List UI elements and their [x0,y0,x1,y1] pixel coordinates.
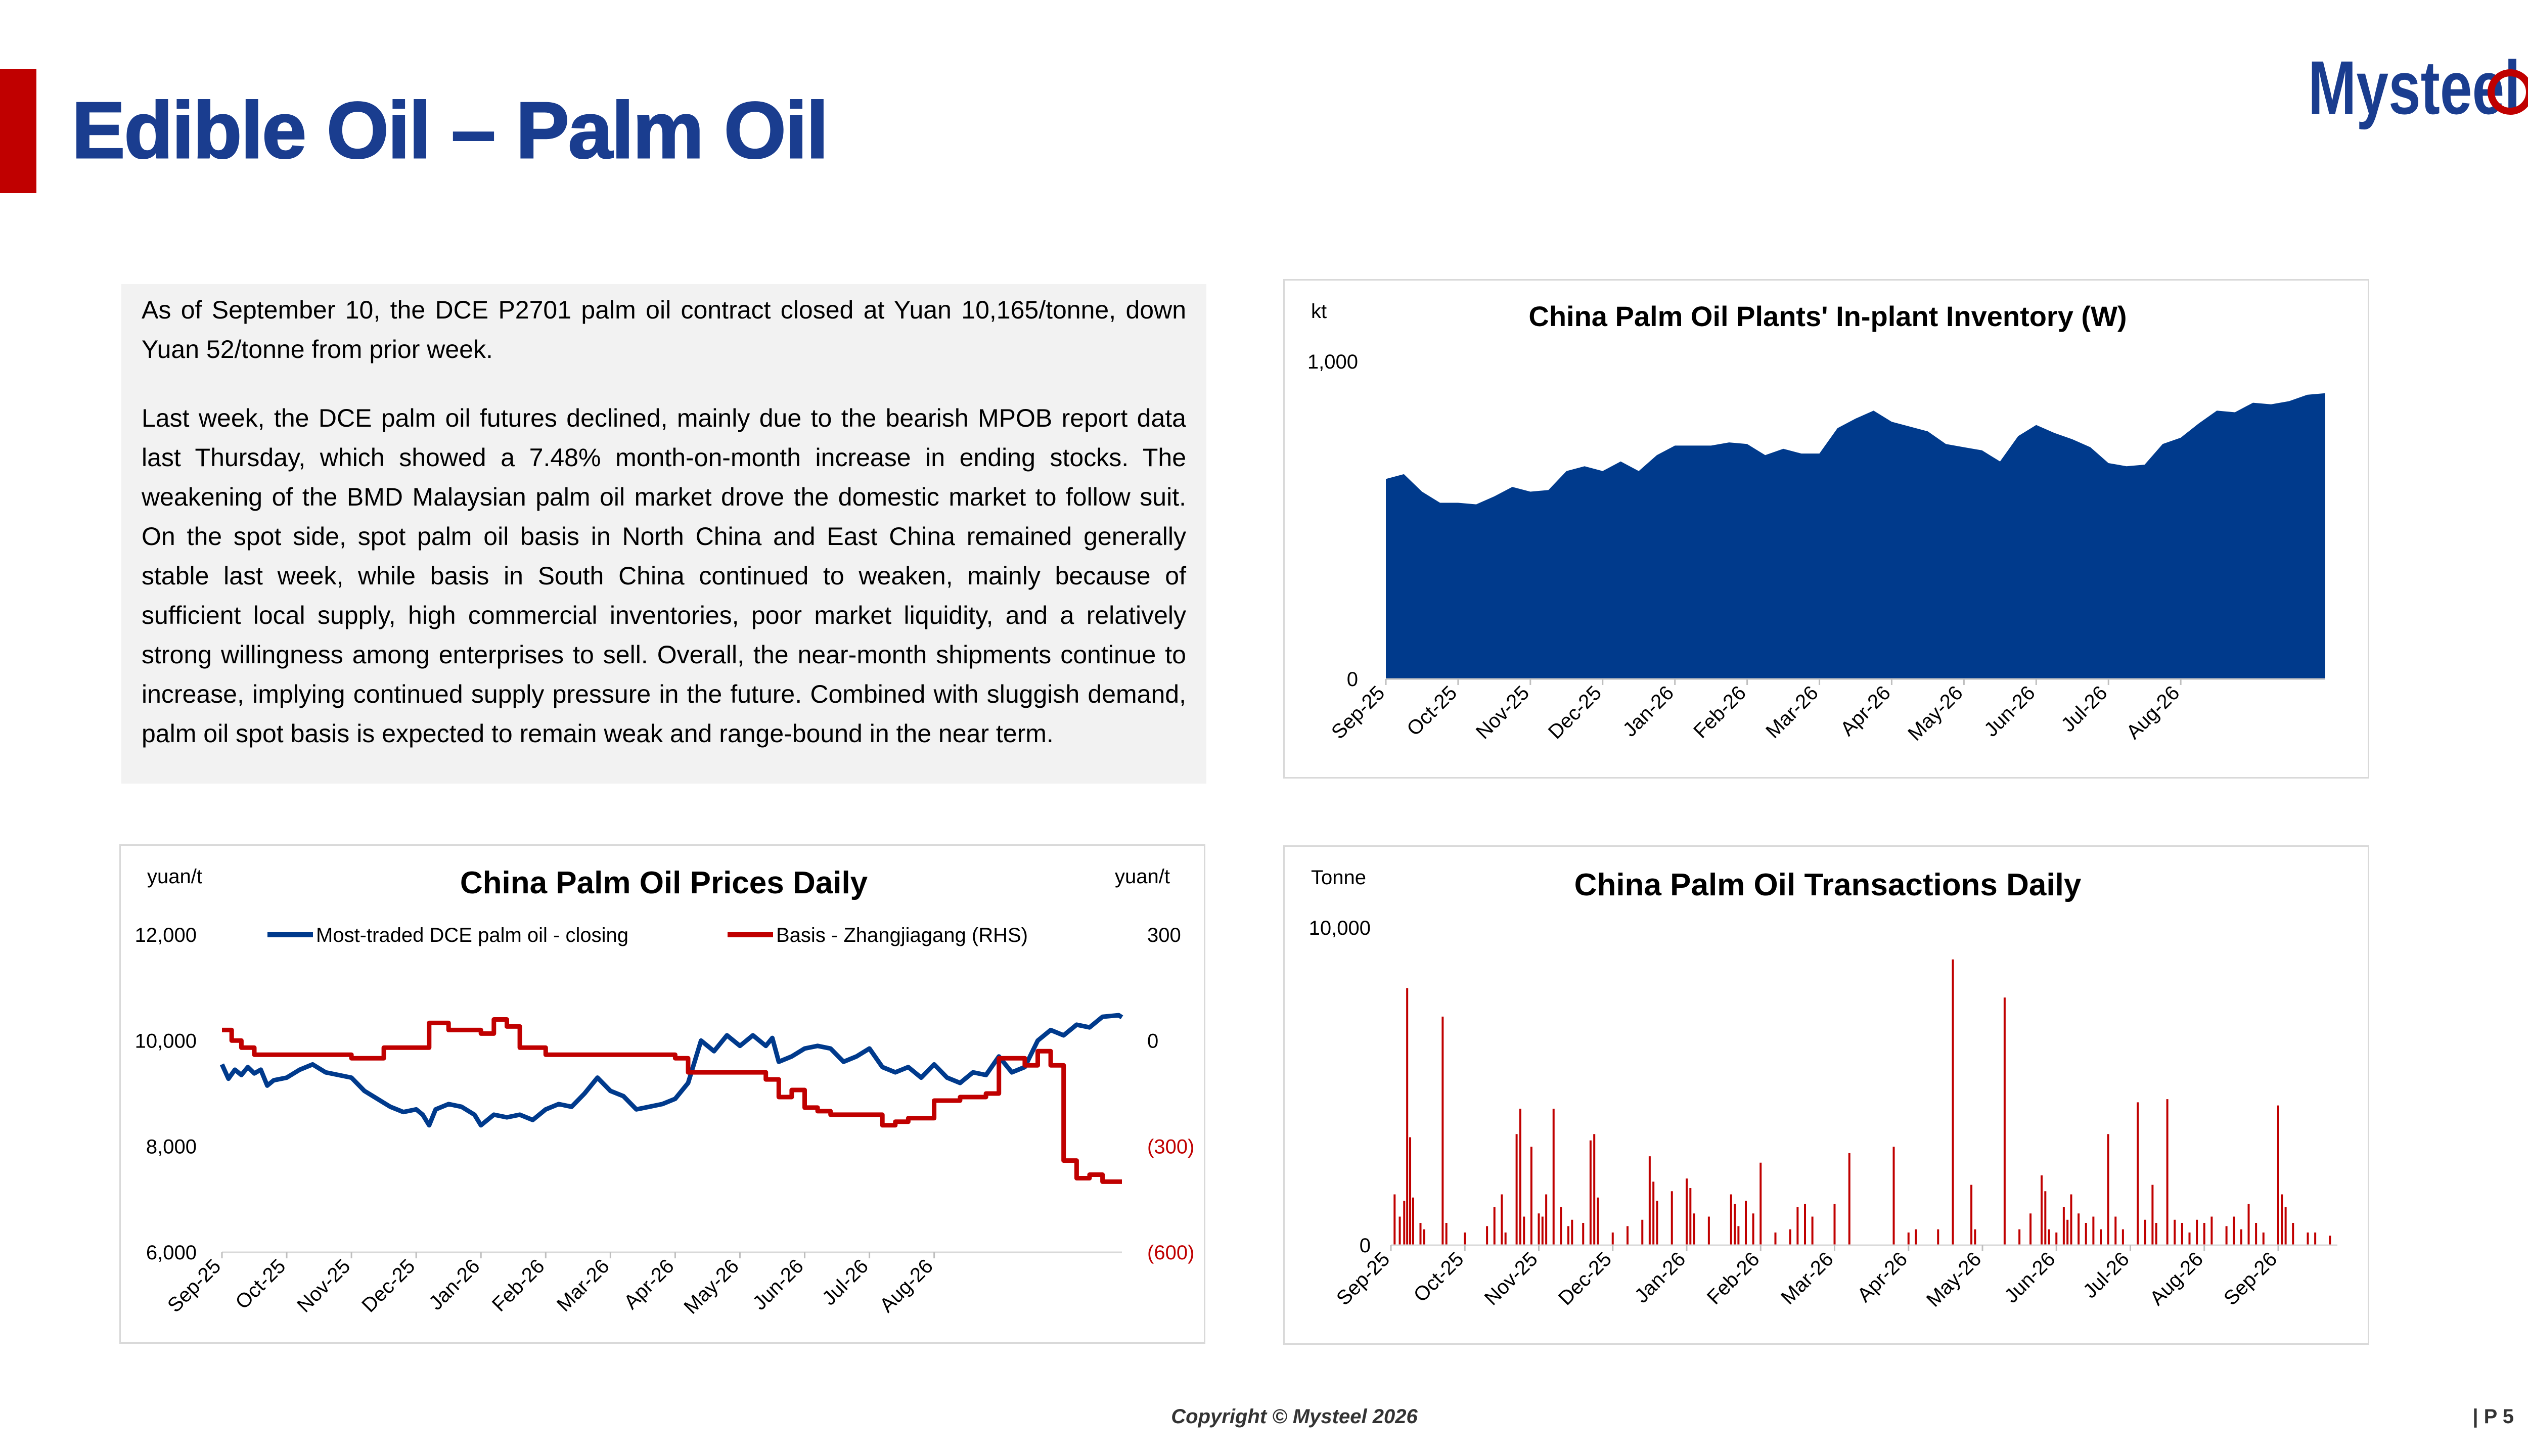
x-tick-label: Apr-26 [620,1255,679,1313]
x-tick-label: Mar-26 [553,1255,614,1316]
y-tick-label: 0 [1360,1235,1371,1257]
x-tick-label: Apr-26 [1853,1248,1912,1306]
y-tick-label-left: 8,000 [146,1136,197,1158]
x-tick-label: Dec-25 [357,1255,419,1316]
x-tick-label: Mar-26 [1762,681,1823,743]
chart-title: China Palm Oil Transactions Daily [1574,868,2082,902]
legend-label: Basis - Zhangjiagang (RHS) [776,924,1028,946]
page-title: Edible Oil – Palm Oil [71,85,830,176]
logo-text: Mysteel [2308,45,2520,130]
summary-paragraph: As of September 10, the DCE P2701 palm o… [142,296,1186,363]
x-tick-label: Jul-26 [818,1255,873,1309]
y-axis-label-right: yuan/t [1115,866,1170,888]
x-tick-label: Jun-26 [2000,1248,2060,1307]
x-tick-label: Jan-26 [425,1255,484,1314]
y-tick-label-left: 10,000 [135,1030,197,1052]
y-tick-label: 1,000 [1307,351,1358,373]
x-tick-label: Jul-26 [2079,1248,2134,1302]
transactions-chart: China Palm Oil Transactions Daily Tonne 0 1… [1283,845,2369,1345]
x-tick-label: Oct-25 [231,1255,290,1313]
title-accent-bar [0,69,36,193]
x-tick-label: Apr-26 [1836,681,1895,740]
prices-chart: China Palm Oil Prices Daily yuan/t yuan/t 6… [119,844,1205,1344]
inventory-chart: China Palm Oil Plants' In-plant Inventor… [1283,279,2369,779]
legend-label: Most-traded DCE palm oil - closing [316,924,628,946]
x-tick-label: Dec-25 [1554,1248,1616,1309]
y-tick-label: 0 [1347,668,1358,691]
summary-paragraph: Last week, the DCE palm oil futures decl… [142,404,1186,748]
summary-panel: As of September 10, the DCE P2701 palm o… [121,284,1206,784]
x-tick-label: Feb-26 [488,1255,549,1316]
inventory-area [1386,393,2325,679]
y-axis-label-left: yuan/t [147,866,202,888]
x-tick-label: Sep-25 [1332,1248,1394,1309]
x-tick-label: Dec-25 [1544,681,1606,743]
x-tick-label: Aug-26 [876,1255,937,1316]
chart-title: China Palm Oil Plants' In-plant Inventor… [1528,300,2127,332]
x-tick-label: Feb-26 [1703,1248,1764,1309]
x-tick-label: Sep-26 [2220,1248,2281,1309]
mysteel-logo: Mysteel [2308,40,2528,131]
x-tick-label: May-26 [1922,1248,1985,1311]
x-tick-label: Aug-26 [2122,681,2184,743]
x-tick-label: May-26 [680,1255,743,1318]
y-tick-label-right: (600) [1147,1242,1194,1264]
page-number: | P 5 [2472,1405,2514,1428]
x-tick-label: Mar-26 [1777,1248,1838,1309]
x-tick-label: Nov-25 [1480,1248,1542,1309]
y-tick-label-right: 0 [1147,1030,1158,1052]
y-axis-label: kt [1311,300,1327,323]
basis-line [222,1017,1122,1184]
chart-title: China Palm Oil Prices Daily [460,866,868,900]
y-tick-label: 10,000 [1309,917,1371,939]
x-tick-label: Nov-25 [293,1255,354,1316]
y-tick-label-right: 300 [1147,924,1181,946]
copyright-text: Copyright © Mysteel 2026 [1171,1405,1418,1428]
x-tick-label: Sep-25 [163,1255,225,1316]
x-tick-label: Aug-26 [2146,1248,2207,1309]
x-tick-label: Oct-25 [1410,1248,1468,1306]
x-tick-label: Nov-25 [1472,681,1533,743]
dce-closing-line [219,1013,1123,1128]
y-axis-label: Tonne [1311,867,1366,889]
x-tick-label: Jun-26 [748,1255,808,1314]
x-tick-label: Jan-26 [1631,1248,1690,1307]
y-tick-label-left: 6,000 [146,1242,197,1264]
logo-swoosh-icon [2488,69,2528,115]
x-tick-label: Jun-26 [1980,681,2040,741]
x-tick-label: Jan-26 [1618,681,1678,741]
y-tick-label-right: (300) [1147,1136,1194,1158]
x-tick-label: Jul-26 [2057,681,2111,736]
x-tick-label: May-26 [1904,681,1967,745]
x-tick-label: Oct-25 [1403,681,1461,740]
y-tick-label-left: 12,000 [135,924,197,946]
x-tick-label: Sep-25 [1327,681,1389,743]
x-tick-label: Feb-26 [1689,681,1750,743]
